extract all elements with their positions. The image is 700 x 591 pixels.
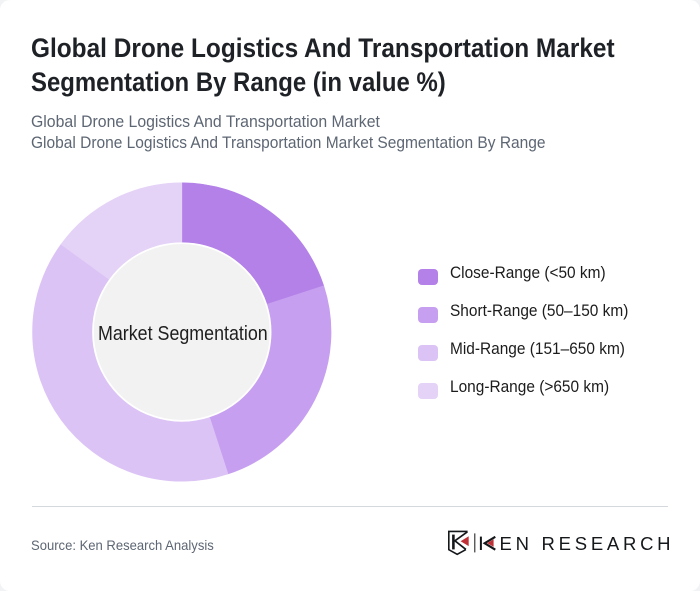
- svg-text:EN RESEARCH: EN RESEARCH: [500, 533, 675, 554]
